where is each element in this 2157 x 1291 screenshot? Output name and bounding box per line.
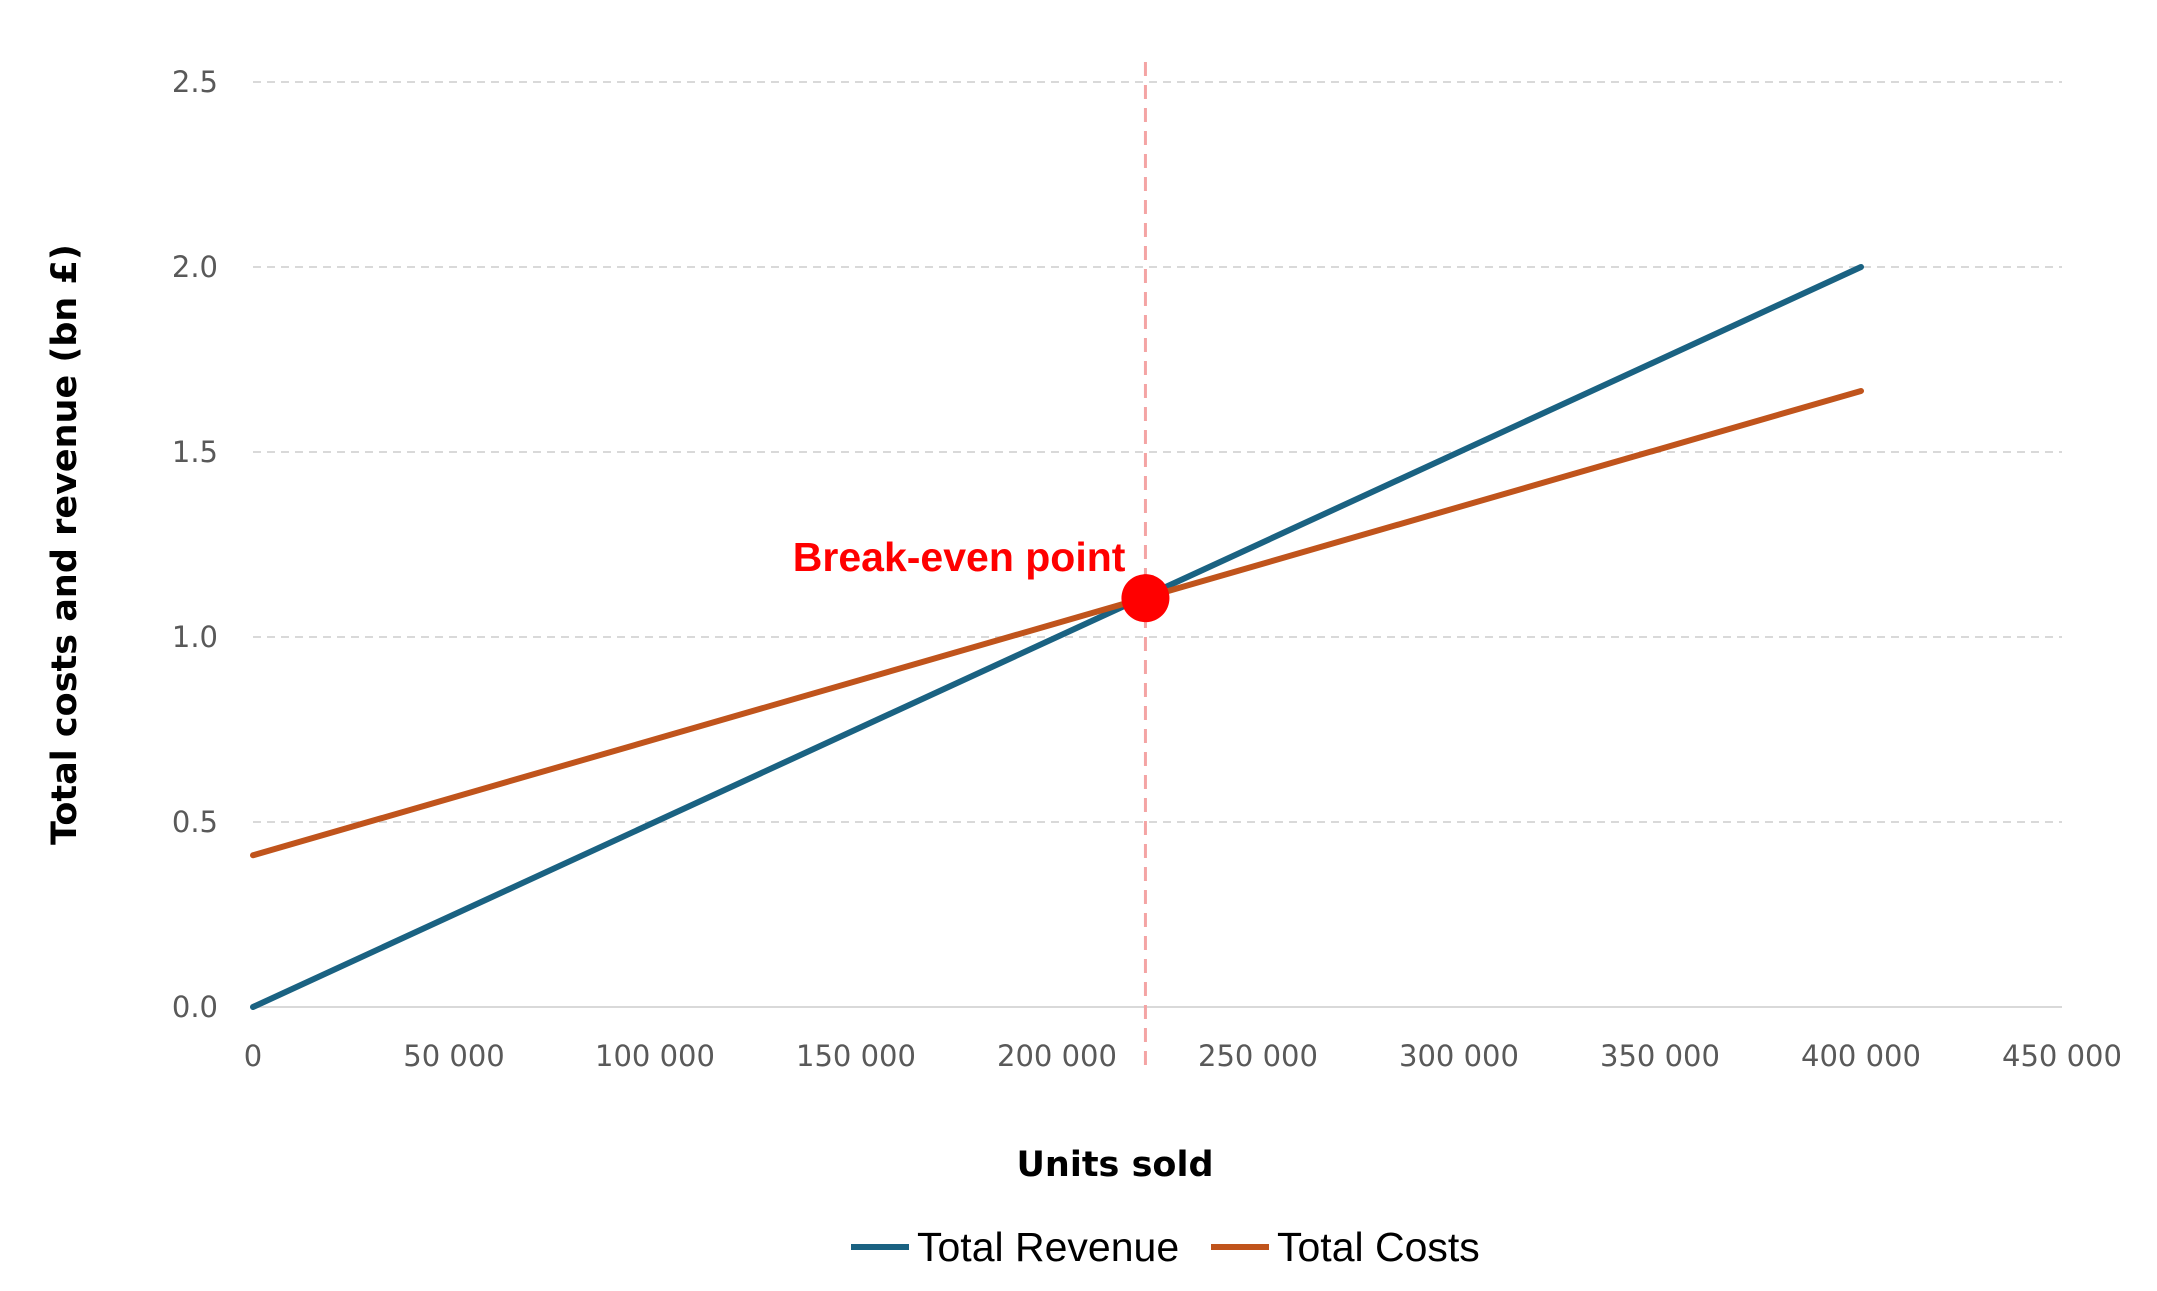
legend-label: Total Costs xyxy=(1277,1224,1480,1270)
x-tick-label: 100 000 xyxy=(595,1039,715,1073)
break-even-marker xyxy=(1121,574,1170,623)
x-tick-label: 400 000 xyxy=(1801,1039,1921,1073)
x-tick-label: 250 000 xyxy=(1198,1039,1318,1073)
x-tick-label: 0 xyxy=(244,1039,262,1073)
x-tick-label: 350 000 xyxy=(1600,1039,1720,1073)
x-axis-tick-labels: 0 50 000 100 000 150 000 200 000 250 000 300 0… xyxy=(244,1039,2122,1073)
y-tick-label: 0.5 xyxy=(172,805,218,839)
y-tick-label: 2.5 xyxy=(172,65,218,99)
x-tick-label: 450 000 xyxy=(2002,1039,2122,1073)
y-tick-label: 2.0 xyxy=(172,250,218,284)
legend-item: Total Costs xyxy=(1211,1224,1480,1270)
x-tick-label: 50 000 xyxy=(403,1039,504,1073)
series-line xyxy=(250,264,1864,1010)
x-tick-label: 200 000 xyxy=(997,1039,1117,1073)
y-tick-label: 1.0 xyxy=(172,620,218,654)
legend: Total Revenue Total Costs xyxy=(851,1224,1480,1270)
legend-item: Total Revenue xyxy=(851,1224,1179,1270)
series-lines xyxy=(250,264,1864,1010)
y-axis-title: Total costs and revenue (bn £) xyxy=(45,244,85,845)
series-line xyxy=(250,387,1864,859)
y-tick-label: 1.5 xyxy=(172,435,218,469)
x-tick-label: 150 000 xyxy=(796,1039,916,1073)
legend-label: Total Revenue xyxy=(917,1224,1179,1270)
x-axis-title: Units sold xyxy=(1016,1145,1213,1185)
y-tick-label: 0.0 xyxy=(172,990,218,1024)
y-axis-tick-labels: 0.0 0.5 1.0 1.5 2.0 2.5 xyxy=(172,65,218,1024)
break-even-label: Break-even point xyxy=(793,534,1126,580)
gridlines xyxy=(253,81,2062,823)
x-tick-label: 300 000 xyxy=(1399,1039,1519,1073)
